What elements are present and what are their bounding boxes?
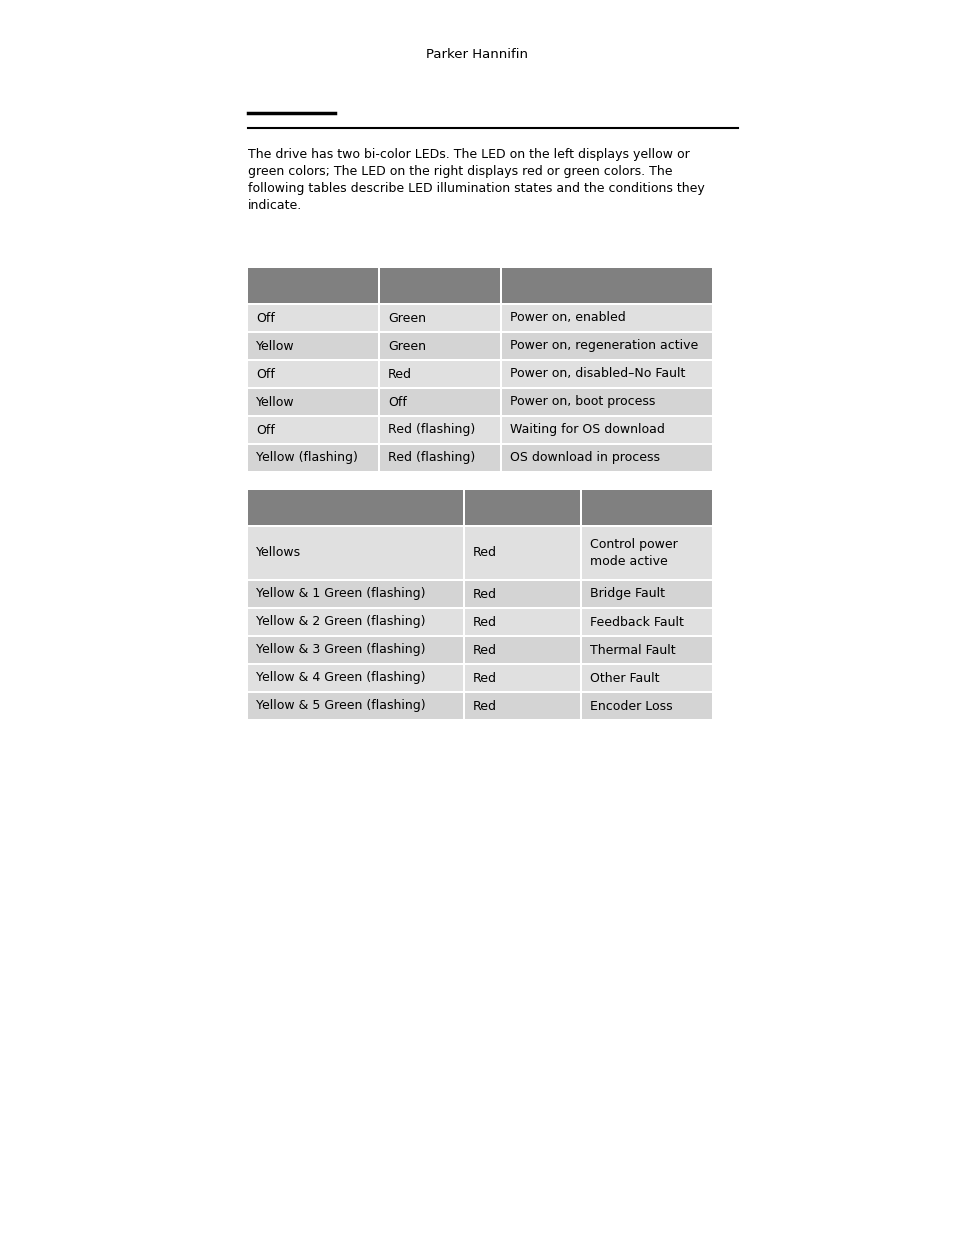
Bar xyxy=(379,268,499,303)
Text: Red: Red xyxy=(473,615,497,629)
Text: Off: Off xyxy=(255,368,274,380)
Text: Feedback Fault: Feedback Fault xyxy=(589,615,683,629)
Text: Red: Red xyxy=(473,643,497,657)
Text: Yellow & 5 Green (flashing): Yellow & 5 Green (flashing) xyxy=(255,699,425,713)
Bar xyxy=(379,445,499,471)
Bar xyxy=(248,445,377,471)
Bar xyxy=(379,417,499,443)
Text: Yellow & 2 Green (flashing): Yellow & 2 Green (flashing) xyxy=(255,615,425,629)
Bar xyxy=(248,637,462,663)
Bar xyxy=(581,490,711,525)
Text: Yellow & 1 Green (flashing): Yellow & 1 Green (flashing) xyxy=(255,588,425,600)
Text: Power on, regeneration active: Power on, regeneration active xyxy=(510,340,698,352)
Text: Thermal Fault: Thermal Fault xyxy=(589,643,675,657)
Bar xyxy=(248,268,377,303)
Text: Bridge Fault: Bridge Fault xyxy=(589,588,664,600)
Bar xyxy=(248,664,462,692)
Text: Power on, enabled: Power on, enabled xyxy=(510,311,625,325)
Bar xyxy=(379,305,499,331)
Text: Off: Off xyxy=(255,311,274,325)
Text: Red: Red xyxy=(473,672,497,684)
Text: Waiting for OS download: Waiting for OS download xyxy=(510,424,664,436)
Bar xyxy=(581,580,711,606)
Bar xyxy=(464,693,579,719)
Bar xyxy=(464,609,579,635)
Bar xyxy=(248,305,377,331)
Text: Red: Red xyxy=(388,368,412,380)
Bar xyxy=(464,580,579,606)
Text: Yellow (flashing): Yellow (flashing) xyxy=(255,452,357,464)
Text: Off: Off xyxy=(255,424,274,436)
Bar xyxy=(501,389,711,415)
Bar xyxy=(248,693,462,719)
Bar xyxy=(581,637,711,663)
Text: Green: Green xyxy=(388,340,426,352)
Bar xyxy=(464,490,579,525)
Text: Red (flashing): Red (flashing) xyxy=(388,424,475,436)
Bar xyxy=(581,527,711,579)
Bar xyxy=(581,664,711,692)
Text: Power on, boot process: Power on, boot process xyxy=(510,395,655,409)
Bar xyxy=(379,389,499,415)
Bar xyxy=(379,333,499,359)
Text: Green: Green xyxy=(388,311,426,325)
Text: Power on, disabled–No Fault: Power on, disabled–No Fault xyxy=(510,368,684,380)
Text: Red: Red xyxy=(473,588,497,600)
Bar xyxy=(501,445,711,471)
Bar xyxy=(501,361,711,387)
Text: Yellows: Yellows xyxy=(255,547,301,559)
Bar xyxy=(248,361,377,387)
Bar xyxy=(501,305,711,331)
Bar xyxy=(464,664,579,692)
Bar xyxy=(581,693,711,719)
Bar xyxy=(248,490,462,525)
Bar xyxy=(501,333,711,359)
Text: Parker Hannifin: Parker Hannifin xyxy=(426,48,527,62)
Text: Yellow: Yellow xyxy=(255,340,294,352)
Text: Red (flashing): Red (flashing) xyxy=(388,452,475,464)
Bar xyxy=(248,580,462,606)
Text: Off: Off xyxy=(388,395,406,409)
Bar xyxy=(464,637,579,663)
Bar xyxy=(248,527,462,579)
Text: Yellow & 4 Green (flashing): Yellow & 4 Green (flashing) xyxy=(255,672,425,684)
Bar xyxy=(501,417,711,443)
Bar xyxy=(248,389,377,415)
Text: Red: Red xyxy=(473,699,497,713)
Bar xyxy=(248,333,377,359)
Text: Red: Red xyxy=(473,547,497,559)
Text: Yellow: Yellow xyxy=(255,395,294,409)
Bar xyxy=(581,609,711,635)
Bar xyxy=(501,268,711,303)
Text: Encoder Loss: Encoder Loss xyxy=(589,699,672,713)
Text: Other Fault: Other Fault xyxy=(589,672,659,684)
Text: The drive has two bi-color LEDs. The LED on the left displays yellow or
green co: The drive has two bi-color LEDs. The LED… xyxy=(248,148,704,212)
Text: OS download in process: OS download in process xyxy=(510,452,659,464)
Bar xyxy=(379,361,499,387)
Bar xyxy=(464,527,579,579)
Text: Yellow & 3 Green (flashing): Yellow & 3 Green (flashing) xyxy=(255,643,425,657)
Bar xyxy=(248,609,462,635)
Text: Control power
mode active: Control power mode active xyxy=(589,538,677,568)
Bar xyxy=(248,417,377,443)
